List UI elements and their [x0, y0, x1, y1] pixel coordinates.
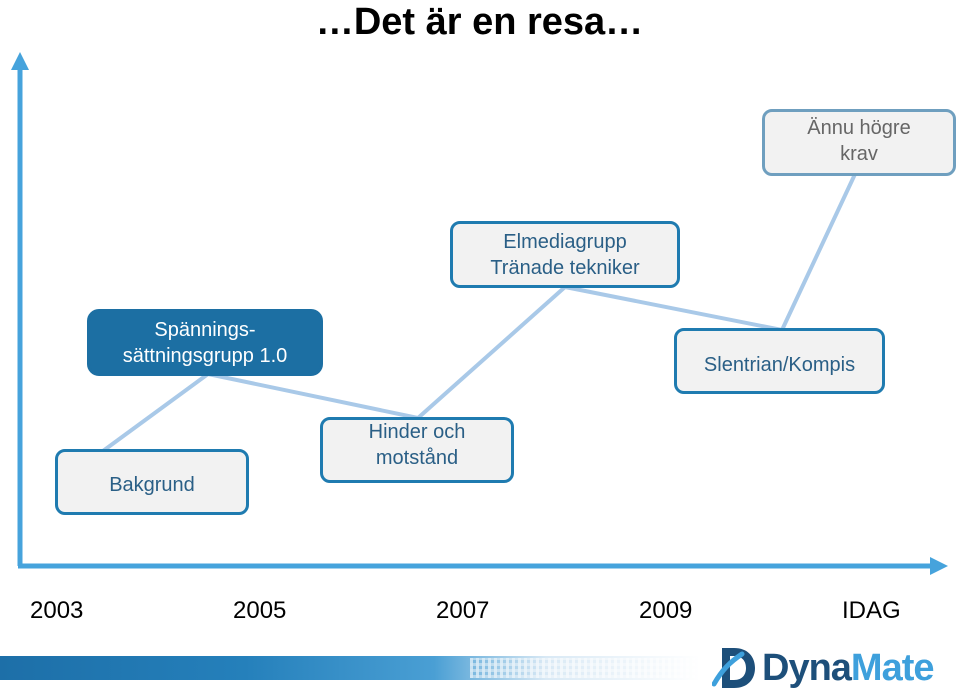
- box-bakgrund-label: Bakgrund: [109, 474, 195, 496]
- box-elmediagrupp-label: Elmediagrupp Tränade tekniker: [490, 230, 640, 279]
- dynamate-logo: DynaMate: [712, 644, 934, 692]
- box-slentrian-label: Slentrian/Kompis: [703, 354, 856, 376]
- box-slentrian: Slentrian/Kompis: [674, 328, 885, 394]
- box-bakgrund: Bakgrund: [55, 449, 249, 515]
- logo-text-mate: Mate: [850, 647, 935, 689]
- x-axis-arrow-icon: [930, 557, 948, 575]
- box-elmediagrupp: Elmediagrupp Tränade tekniker: [450, 221, 680, 288]
- box-annu-hogre-krav: Ännu högre krav: [762, 109, 956, 176]
- year-label-idag: IDAG: [842, 597, 901, 624]
- logo-text: DynaMate: [762, 646, 934, 690]
- year-label-2005: 2005: [233, 597, 287, 624]
- y-axis-arrow-icon: [11, 52, 29, 70]
- logo-text-dyna: Dyna: [762, 647, 852, 689]
- box-hinder: Hinder och motstånd: [320, 417, 514, 483]
- footer-pixel-pattern: [470, 658, 700, 678]
- slide-title: …Det är en resa…: [315, 1, 644, 43]
- box-annu-hogre-krav-label: Ännu högre krav: [807, 116, 911, 165]
- year-label-2003: 2003: [30, 597, 84, 624]
- box-spanningssattningsgrupp-label: Spännings- sättningsgrupp 1.0: [122, 318, 288, 367]
- year-label-2009: 2009: [639, 597, 693, 624]
- dynamate-d-icon: [712, 648, 755, 688]
- box-hinder-label: Hinder och motstånd: [368, 421, 466, 469]
- year-label-2007: 2007: [436, 597, 490, 624]
- box-spanningssattningsgrupp: Spännings- sättningsgrupp 1.0: [87, 309, 323, 376]
- journey-path: [56, 170, 858, 486]
